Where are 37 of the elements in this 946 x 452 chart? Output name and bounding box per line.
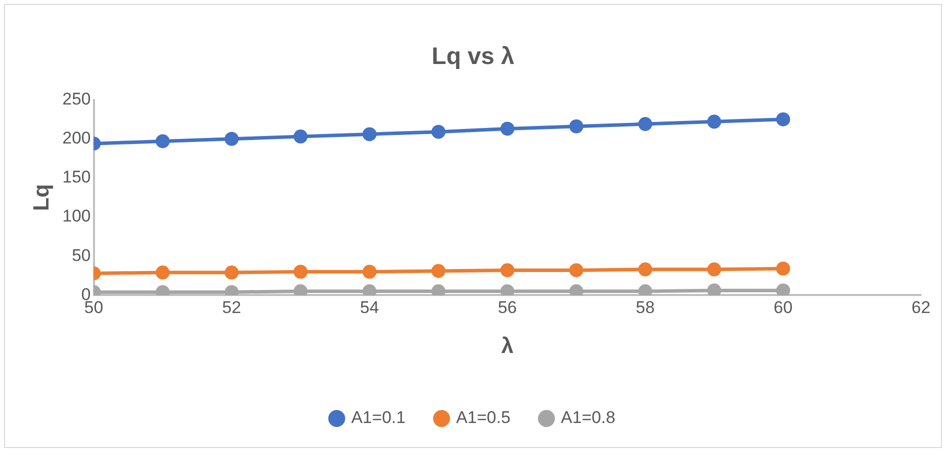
point (294, 264, 308, 279)
point (156, 134, 170, 148)
chart-title: Lq vs λ (432, 43, 514, 70)
y-tick-label: 200 (62, 128, 91, 148)
y-tick-label: 250 (62, 89, 91, 108)
point (431, 124, 446, 139)
point (431, 264, 446, 278)
point (224, 266, 239, 280)
point (156, 266, 170, 280)
x-tick-label: 62 (912, 298, 930, 318)
x-tick-label: 58 (636, 298, 655, 318)
point (362, 127, 377, 142)
point (500, 263, 514, 278)
legend-label: A1=0.8 (560, 408, 616, 428)
point (500, 122, 514, 136)
x-tick-label: 54 (360, 298, 379, 318)
legend-label: A1=0.1 (351, 408, 406, 428)
point (776, 112, 790, 126)
point (294, 130, 308, 144)
point (638, 117, 652, 132)
point (362, 264, 377, 279)
point (707, 262, 722, 276)
point (224, 132, 239, 146)
x-tick-label: 60 (774, 298, 793, 318)
y-axis-title: Lq (28, 184, 54, 211)
point (707, 114, 722, 129)
y-tick-label: 150 (62, 168, 91, 187)
point (569, 263, 584, 278)
x-tick-label: 56 (498, 298, 517, 318)
y-tick-label: 100 (62, 206, 91, 226)
point (638, 262, 652, 276)
x-axis-title: λ (501, 332, 514, 358)
y-tick-label: 50 (72, 246, 91, 265)
point (569, 119, 584, 134)
point (776, 262, 790, 276)
legend-label: A1=0.5 (456, 408, 510, 428)
x-tick-label: 52 (222, 298, 242, 318)
